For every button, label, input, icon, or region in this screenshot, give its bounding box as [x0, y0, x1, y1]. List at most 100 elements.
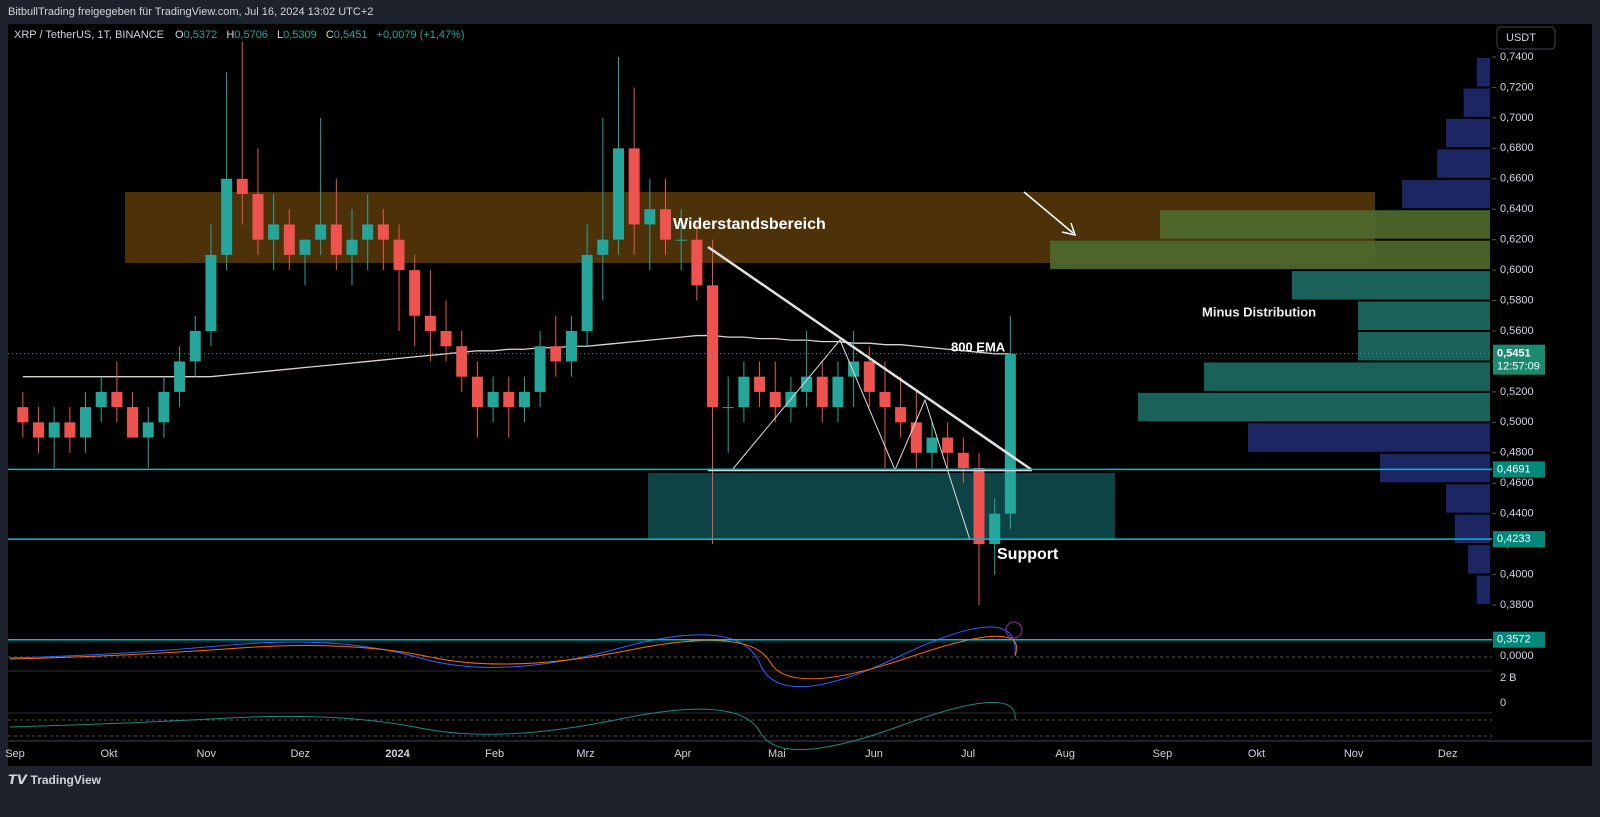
- y-tick-label: 0,4800: [1500, 447, 1534, 459]
- candle-body: [189, 331, 201, 362]
- candle-body: [565, 331, 577, 362]
- arrow: [1023, 191, 1074, 234]
- candle-body: [95, 391, 107, 408]
- h-label: H: [226, 29, 234, 41]
- candle-body: [393, 239, 405, 271]
- share-text: BitbullTrading freigegeben für TradingVi…: [8, 6, 373, 18]
- candle-body: [456, 346, 468, 377]
- candle-body: [942, 437, 954, 453]
- candle-body: [707, 285, 719, 408]
- x-tick-label: Jul: [961, 748, 975, 760]
- trendline: [707, 245, 1033, 472]
- candle-body: [158, 391, 170, 423]
- candle-body: [440, 331, 452, 347]
- candle-body: [754, 376, 766, 392]
- candle-body: [895, 407, 907, 423]
- plot: [17, 41, 1490, 605]
- y-tick-label: 0,5800: [1500, 294, 1534, 306]
- price-axis: [1492, 24, 1592, 740]
- candle-body: [848, 361, 860, 377]
- x-tick-label: Aug: [1055, 748, 1075, 760]
- x-tick-label: Sep: [1153, 748, 1173, 760]
- currency-button[interactable]: [1496, 26, 1556, 50]
- x-tick-label: Dez: [1438, 748, 1458, 760]
- candle-body: [111, 391, 123, 408]
- candle-body: [268, 224, 280, 240]
- rsi-line: [9, 701, 1016, 751]
- candle-body: [722, 407, 734, 409]
- x-tick-label: Mrz: [576, 748, 594, 760]
- candle-body: [832, 376, 844, 408]
- arrow-head: [1061, 222, 1077, 237]
- brand-text: TradingView: [31, 773, 102, 787]
- volume-profile-bar: [1463, 88, 1490, 117]
- candle-body: [33, 422, 45, 438]
- price-tag: [1493, 461, 1545, 478]
- candle-body: [174, 361, 186, 392]
- candle-body: [205, 254, 217, 331]
- change: +0,0079 (+1,47%): [377, 29, 465, 41]
- ohlc-legend: XRP / TetherUS, 1T, BINANCE O0,5372 H0,5…: [14, 29, 465, 41]
- price-tag-label: 0,3572: [1497, 634, 1531, 646]
- candle-body: [879, 391, 891, 408]
- candle-body: [362, 224, 374, 240]
- candle-body: [957, 452, 969, 468]
- volume-profile-bar: [1050, 240, 1490, 270]
- price-tag-label: 0,4691: [1497, 463, 1531, 475]
- volume-profile-bar: [1160, 210, 1490, 239]
- signal-line: [9, 635, 1018, 680]
- y-tick-label: 0,6600: [1500, 173, 1534, 185]
- y-tick-label: 0,7000: [1500, 112, 1534, 124]
- y-tick-label: 0,7400: [1500, 51, 1534, 63]
- volume-profile-bar: [1380, 453, 1490, 483]
- candle-body: [534, 346, 546, 392]
- o-value: 0,5372: [184, 29, 218, 41]
- symbol: XRP / TetherUS, 1T, BINANCE: [14, 29, 164, 41]
- h-value: 0,5706: [234, 29, 268, 41]
- x-tick-label: Sep: [5, 748, 25, 760]
- volume-profile-bar: [1358, 332, 1490, 361]
- currency[interactable]: USDT: [1506, 32, 1536, 44]
- x-tick-label: Nov: [196, 748, 216, 760]
- volume-profile-bar: [1476, 58, 1490, 87]
- y-tick-label: 0,5000: [1500, 416, 1534, 428]
- volume-top: 2 B: [1500, 672, 1517, 684]
- alert-icon[interactable]: [1005, 621, 1023, 639]
- candle-body: [330, 224, 342, 255]
- y-tick-label: 0,3800: [1500, 599, 1534, 611]
- volume-profile-bar: [1402, 179, 1490, 209]
- candle-body: [64, 422, 76, 438]
- candle-body: [660, 209, 672, 240]
- candle-body: [127, 407, 139, 438]
- ema-label: 800 EMA: [951, 339, 1006, 354]
- y-tick-label: 0,7200: [1500, 81, 1534, 93]
- y-tick-label: 0,5600: [1500, 325, 1534, 337]
- candle-body: [299, 239, 311, 255]
- candle-body: [597, 239, 609, 255]
- candle-body: [989, 513, 1001, 545]
- o-label: O: [175, 29, 184, 41]
- volume-profile-bar: [1437, 149, 1490, 178]
- macd-zero: 0,0000: [1500, 650, 1534, 662]
- resistance-label: Widerstandsbereich: [673, 216, 826, 233]
- candle-body: [863, 361, 875, 392]
- candle-body: [409, 270, 421, 316]
- candle-body: [675, 239, 687, 241]
- y-tick-label: 0,4000: [1500, 568, 1534, 580]
- candle-body: [236, 178, 248, 194]
- x-tick-label: Apr: [674, 748, 691, 760]
- candle-body: [503, 391, 515, 408]
- macd-line: [9, 626, 1016, 688]
- candle-body: [691, 239, 703, 286]
- x-tick-label: Okt: [1248, 748, 1265, 760]
- price-tag: [1493, 631, 1545, 648]
- candle-body: [142, 422, 154, 438]
- candle-body: [801, 376, 813, 392]
- candle-body: [1004, 353, 1016, 514]
- candle-body: [550, 346, 562, 362]
- c-value: 0,5451: [334, 29, 368, 41]
- candle-body: [644, 209, 656, 225]
- x-tick-label: Okt: [100, 748, 117, 760]
- candle-body: [487, 391, 499, 408]
- candle-body: [973, 468, 985, 545]
